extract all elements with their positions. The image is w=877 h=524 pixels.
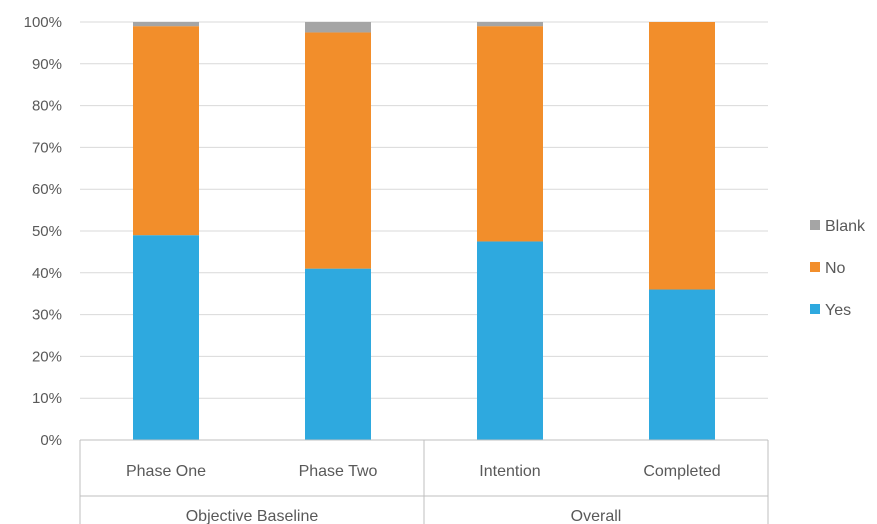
y-tick-label: 40% bbox=[32, 265, 62, 282]
bar-blank-phase-two bbox=[305, 22, 371, 33]
x-axis: Phase One Phase Two Intention Completed Obje… bbox=[79, 439, 769, 524]
x-group-label: Objective Baseline bbox=[186, 508, 319, 524]
bar-no-intention bbox=[477, 26, 543, 242]
bar-no-phase-one bbox=[133, 26, 199, 236]
legend-label: No bbox=[825, 260, 846, 277]
y-tick-label: 80% bbox=[32, 98, 62, 115]
legend-label: Blank bbox=[825, 218, 866, 235]
y-axis: 0% 10% 20% 30% 40% 50% 60% 70% 80% 90% 100% bbox=[24, 14, 62, 449]
bar-blank-phase-one bbox=[133, 22, 199, 27]
legend-swatch bbox=[810, 262, 820, 272]
y-tick-label: 90% bbox=[32, 56, 62, 73]
y-tick-label: 30% bbox=[32, 307, 62, 324]
bar-yes-intention bbox=[477, 241, 543, 440]
y-tick-label: 0% bbox=[40, 432, 62, 449]
legend-swatch bbox=[810, 304, 820, 314]
x-category-label: Phase One bbox=[126, 463, 206, 480]
y-tick-label: 100% bbox=[24, 14, 62, 31]
bar-blank-intention bbox=[477, 22, 543, 27]
x-group-label: Overall bbox=[571, 508, 622, 524]
bars bbox=[133, 22, 715, 440]
bar-no-phase-two bbox=[305, 32, 371, 269]
legend-label: Yes bbox=[825, 302, 851, 319]
bar-yes-phase-two bbox=[305, 268, 371, 440]
x-category-label: Intention bbox=[479, 463, 540, 480]
y-tick-label: 70% bbox=[32, 139, 62, 156]
legend: Blank No Yes bbox=[810, 218, 866, 319]
bar-yes-completed bbox=[649, 289, 715, 440]
y-tick-label: 60% bbox=[32, 181, 62, 198]
y-tick-label: 50% bbox=[32, 223, 62, 240]
y-tick-label: 20% bbox=[32, 348, 62, 365]
x-category-label: Completed bbox=[643, 463, 720, 480]
x-category-label: Phase Two bbox=[299, 463, 378, 480]
bar-no-completed bbox=[649, 22, 715, 290]
legend-swatch bbox=[810, 220, 820, 230]
bar-yes-phase-one bbox=[133, 235, 199, 440]
y-tick-label: 10% bbox=[32, 390, 62, 407]
